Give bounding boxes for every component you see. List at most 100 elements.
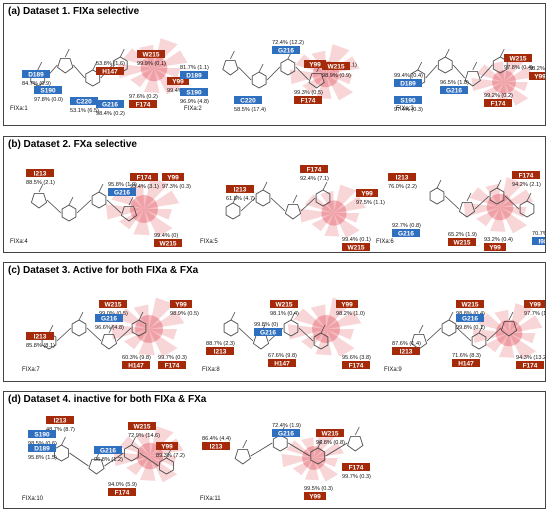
residue-label: G216 99.8% (0.1) xyxy=(456,314,485,331)
residue-name: I213 xyxy=(34,170,47,177)
residue-name: W215 xyxy=(143,51,160,58)
residue-name: D189 xyxy=(34,445,50,452)
occupancy-value: 99.3% (0.5) xyxy=(294,90,323,96)
residue-tag xyxy=(99,300,127,308)
residue-tag xyxy=(108,188,136,196)
molecule-structure xyxy=(30,183,138,222)
residue-name: H147 xyxy=(102,68,118,75)
residue-tag xyxy=(34,86,62,94)
residue-name: Y99 xyxy=(534,73,545,80)
occupancy-value: 97.5% (1.1) xyxy=(356,200,385,206)
compound-id: FIXa:2 xyxy=(184,106,202,112)
residue-tag xyxy=(394,79,422,87)
panel-a: (a) Dataset 1. FIXa selective FIXa:1 D189… xyxy=(3,3,546,126)
residue-tag xyxy=(268,359,296,367)
panel-title: (b) Dataset 2. FXa selective xyxy=(8,139,137,150)
residue-name: Y99 xyxy=(161,443,173,450)
residue-name: Y99 xyxy=(529,301,541,308)
residue-tag xyxy=(202,442,230,450)
occupancy-value: 95.6% (3.8) xyxy=(342,355,371,361)
residue-tag xyxy=(392,347,420,355)
residue-tag xyxy=(336,300,358,308)
occupancy-value: 97.8% (0.4) xyxy=(504,65,533,71)
occupancy-value: 94.2% (2.1) xyxy=(512,182,541,188)
occupancy-value: 53.1% (6.5) xyxy=(70,108,99,114)
residue-tag xyxy=(270,300,298,308)
residue-tag xyxy=(316,429,344,437)
residue-tag xyxy=(456,314,484,322)
residue-name: W215 xyxy=(134,423,151,430)
residue-name: D189 xyxy=(186,72,202,79)
occupancy-value: 98.1% (0.4) xyxy=(270,311,299,317)
occupancy-value: 61.8% (4.7) xyxy=(226,196,255,202)
residue-name: F174 xyxy=(519,172,534,179)
residue-tag xyxy=(226,185,254,193)
residue-name: G216 xyxy=(101,315,117,322)
residue-name: G216 xyxy=(446,87,462,94)
residue-name: F174 xyxy=(137,174,152,181)
residue-name: Y99 xyxy=(172,78,184,85)
residue-name: D189 xyxy=(400,80,416,87)
residue-name: F174 xyxy=(523,362,538,369)
occupancy-value: 70.7% (2.6) xyxy=(532,231,545,237)
occupancy-value: 76.0% (2.2) xyxy=(388,184,417,190)
residue-name: I213 xyxy=(396,174,409,181)
residue-tag xyxy=(356,189,378,197)
molecule-structure xyxy=(225,181,331,220)
residue-name: S190 xyxy=(186,89,202,96)
residue-tag xyxy=(129,100,157,108)
residue-name: G216 xyxy=(102,101,118,108)
interaction-cloud xyxy=(299,184,366,238)
residue-name: F174 xyxy=(165,362,180,369)
residue-tag xyxy=(70,97,98,105)
residue-label: G216 98.4% (0.2) xyxy=(96,100,125,117)
residue-label: D189 95.8% (1.5) xyxy=(28,444,57,461)
residue-name: W215 xyxy=(348,244,365,251)
residue-label: I213 88.5% (2.1) xyxy=(26,169,55,186)
residue-name: S190 xyxy=(40,87,56,94)
occupancy-value: 89.3% (7.2) xyxy=(156,453,185,459)
panel-b: (b) Dataset 2. FXa selective FIXa:4 I213 8… xyxy=(3,136,546,253)
residue-name: W215 xyxy=(510,55,527,62)
residue-name: Y99 xyxy=(361,190,373,197)
occupancy-value: 99.2% (0.2) xyxy=(484,93,513,99)
compound-id: FIXa:1 xyxy=(10,106,28,112)
residue-label: W215 99.9% (0.1) xyxy=(137,50,166,67)
interaction-cloud xyxy=(281,431,344,482)
residue-name: G216 xyxy=(462,315,478,322)
residue-name: I213 xyxy=(400,348,413,355)
occupancy-value: 94.3% (13.2) xyxy=(516,355,545,361)
residue-tag xyxy=(512,171,540,179)
residue-name: F174 xyxy=(115,489,130,496)
residue-tag xyxy=(392,229,420,237)
residue-name: W215 xyxy=(276,301,293,308)
residue-name: F174 xyxy=(301,97,316,104)
residue-tag xyxy=(95,314,123,322)
occupancy-value: 81.7% (1.1) xyxy=(180,65,209,71)
residue-name: W215 xyxy=(160,240,177,247)
occupancy-value: 99.5% (0.3) xyxy=(304,486,333,492)
residue-name: S190 xyxy=(34,431,50,438)
residue-tag xyxy=(128,422,156,430)
residue-label: Y99 89.3% (7.2) xyxy=(156,442,185,459)
residue-tag xyxy=(206,347,234,355)
residue-name: Y99 xyxy=(341,301,353,308)
residue-name: W215 xyxy=(322,430,339,437)
compound-id: FIXa:6 xyxy=(376,239,394,245)
occupancy-value: 72.4% (12.2) xyxy=(272,40,304,46)
residue-label: F174 92.4% (7.1) xyxy=(300,165,329,182)
residue-label: I213 76.0% (2.2) xyxy=(388,173,417,190)
molecule-structure xyxy=(54,436,174,475)
compound-2: FIXa:5 I213 61.8% (4.7) F174 92.4% (7.1) Y99 9… xyxy=(200,165,385,251)
